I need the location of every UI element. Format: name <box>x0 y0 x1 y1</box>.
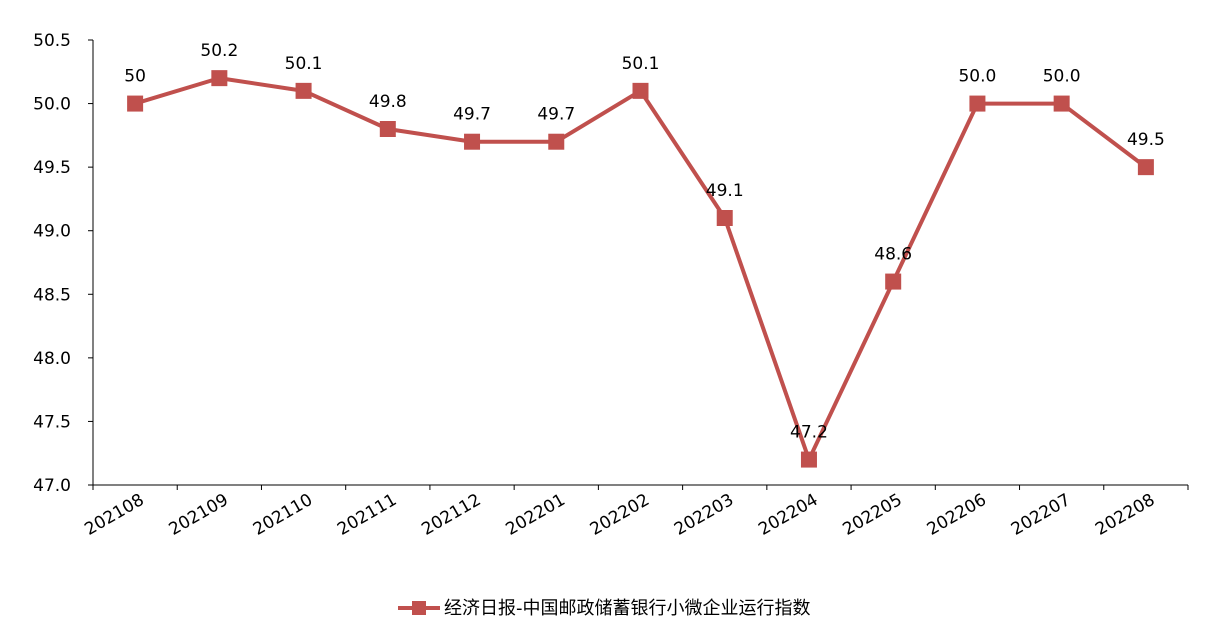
data-label: 50.0 <box>1043 67 1081 87</box>
x-tick-label: 202108 <box>81 490 147 540</box>
data-point-marker <box>379 121 396 137</box>
x-tick-label: 202206 <box>924 490 990 540</box>
y-tick-label: 47.5 <box>33 412 71 432</box>
data-point-marker <box>969 95 986 112</box>
data-point-marker <box>211 70 228 87</box>
series-line <box>134 76 1148 462</box>
data-point-marker <box>464 133 481 150</box>
data-point-marker <box>1137 159 1154 176</box>
series-layer <box>127 70 1154 468</box>
x-tick-label: 202207 <box>1008 490 1074 540</box>
data-point-marker <box>716 210 733 226</box>
x-ticks: 202108 202109 202110 202111 202112 202201 2022… <box>81 485 1189 540</box>
data-label: 49.5 <box>1127 130 1165 150</box>
y-tick-label: 48.5 <box>33 285 71 305</box>
data-label: 50.1 <box>622 54 660 74</box>
legend-marker-swatch <box>412 601 426 615</box>
data-point-marker <box>295 82 312 99</box>
data-label: 50 <box>124 67 146 87</box>
data-label: 49.7 <box>453 105 491 125</box>
x-tick-label: 202205 <box>839 490 905 540</box>
data-label: 50.2 <box>200 41 238 61</box>
data-point-marker <box>1053 95 1070 112</box>
data-label: 48.6 <box>874 245 912 265</box>
data-point-marker <box>800 451 817 468</box>
y-tick-label: 50.0 <box>33 95 71 115</box>
y-tick-label: 49.0 <box>33 222 71 242</box>
x-tick-label: 202204 <box>755 490 821 540</box>
data-label: 49.7 <box>537 105 575 125</box>
data-point-marker <box>127 95 144 112</box>
y-tick-label: 48.0 <box>33 349 71 369</box>
x-tick-label: 202203 <box>671 490 737 540</box>
data-label: 50.0 <box>958 67 996 87</box>
data-point-marker <box>548 133 565 150</box>
y-ticks: 47.0 47.5 48.0 48.5 49.0 49.5 50.0 50.5 <box>33 31 93 496</box>
legend: 经济日报-中国邮政储蓄银行小微企业运行指数 <box>398 598 811 619</box>
y-tick-label: 49.5 <box>33 158 71 178</box>
data-point-marker <box>885 273 902 290</box>
x-tick-label: 202201 <box>503 490 569 540</box>
x-tick-label: 202202 <box>587 490 653 540</box>
data-labels: 50 50.2 50.1 49.8 49.7 49.7 50.1 49.1 47.2 48.6 50… <box>124 41 1165 442</box>
y-tick-label: 47.0 <box>33 476 71 496</box>
x-tick-label: 202109 <box>166 490 232 540</box>
data-label: 49.1 <box>706 181 744 201</box>
x-tick-label: 202208 <box>1092 490 1158 540</box>
x-tick-label: 202112 <box>418 490 484 540</box>
data-label: 47.2 <box>790 423 828 443</box>
data-label: 49.8 <box>369 92 407 112</box>
x-tick-label: 202110 <box>250 490 316 540</box>
legend-label: 经济日报-中国邮政储蓄银行小微企业运行指数 <box>444 598 811 619</box>
data-point-marker <box>632 82 649 99</box>
x-tick-label: 202111 <box>334 490 400 540</box>
data-label: 50.1 <box>285 54 323 74</box>
y-tick-label: 50.5 <box>33 31 71 51</box>
